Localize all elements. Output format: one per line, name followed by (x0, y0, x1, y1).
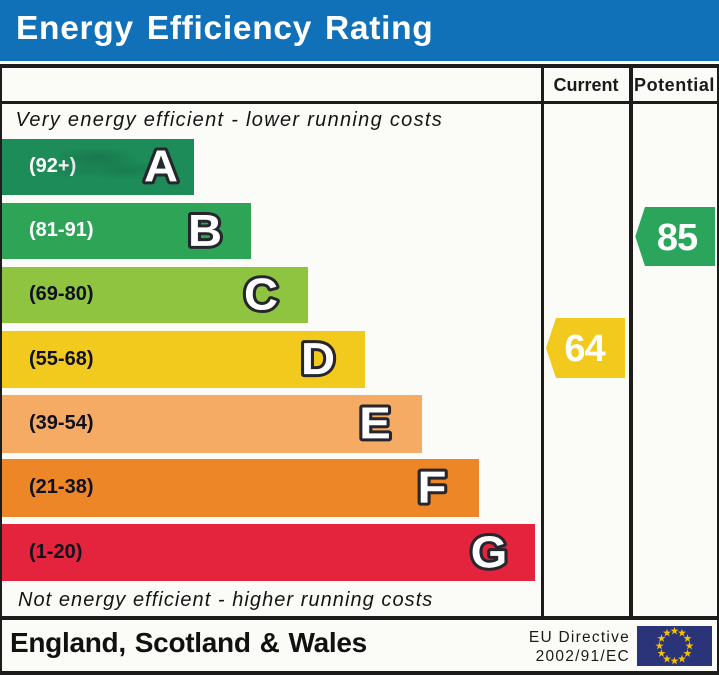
svg-text:85: 85 (657, 217, 698, 259)
svg-text:64: 64 (564, 328, 605, 370)
